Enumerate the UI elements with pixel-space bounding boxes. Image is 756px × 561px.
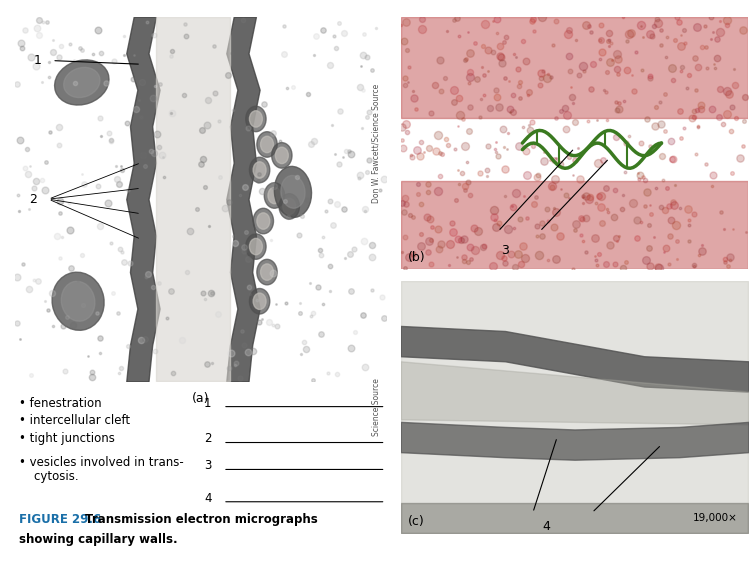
Text: Transmission electron micrographs: Transmission electron micrographs	[85, 513, 318, 526]
Ellipse shape	[274, 167, 311, 217]
Ellipse shape	[249, 288, 270, 314]
Text: 2: 2	[204, 433, 212, 445]
Ellipse shape	[281, 176, 305, 208]
Ellipse shape	[275, 147, 288, 164]
Text: 3: 3	[501, 244, 509, 257]
Ellipse shape	[246, 106, 266, 132]
Text: • tight junctions: • tight junctions	[19, 433, 115, 445]
Polygon shape	[401, 181, 748, 269]
Text: 2: 2	[29, 192, 37, 206]
Ellipse shape	[265, 183, 284, 208]
Text: 1: 1	[33, 54, 41, 67]
Text: 3: 3	[204, 459, 212, 472]
Ellipse shape	[249, 111, 262, 127]
Text: cytosis.: cytosis.	[19, 470, 79, 483]
Ellipse shape	[261, 136, 274, 153]
Text: 4: 4	[204, 491, 212, 505]
Ellipse shape	[261, 264, 274, 280]
Text: (a): (a)	[191, 393, 209, 406]
Ellipse shape	[279, 194, 299, 219]
Ellipse shape	[249, 157, 270, 183]
Text: • intercellular cleft: • intercellular cleft	[19, 415, 130, 427]
Text: Don W. Fawcett/Science Source: Don W. Fawcett/Science Source	[372, 84, 381, 203]
Polygon shape	[401, 17, 748, 118]
Ellipse shape	[257, 132, 277, 157]
Ellipse shape	[253, 208, 274, 234]
Ellipse shape	[61, 281, 95, 321]
Ellipse shape	[64, 67, 100, 98]
Ellipse shape	[249, 238, 262, 255]
Ellipse shape	[52, 272, 104, 330]
Ellipse shape	[268, 187, 281, 204]
Text: 4: 4	[543, 521, 550, 534]
Ellipse shape	[271, 142, 292, 168]
Ellipse shape	[253, 293, 266, 310]
Ellipse shape	[283, 198, 296, 215]
Ellipse shape	[257, 213, 270, 229]
Text: 1: 1	[204, 397, 212, 410]
Text: • fenestration: • fenestration	[19, 397, 101, 410]
Ellipse shape	[54, 60, 109, 105]
Text: showing capillary walls.: showing capillary walls.	[19, 533, 178, 546]
Text: Science Source: Science Source	[372, 378, 381, 436]
Text: 19,000×: 19,000×	[693, 513, 738, 523]
Text: (c): (c)	[407, 515, 424, 528]
Ellipse shape	[257, 259, 277, 285]
Ellipse shape	[253, 162, 266, 178]
Text: • vesicles involved in trans-: • vesicles involved in trans-	[19, 456, 184, 469]
Ellipse shape	[246, 234, 266, 259]
Text: FIGURE 29.6: FIGURE 29.6	[19, 513, 101, 526]
Text: (b): (b)	[407, 251, 426, 264]
